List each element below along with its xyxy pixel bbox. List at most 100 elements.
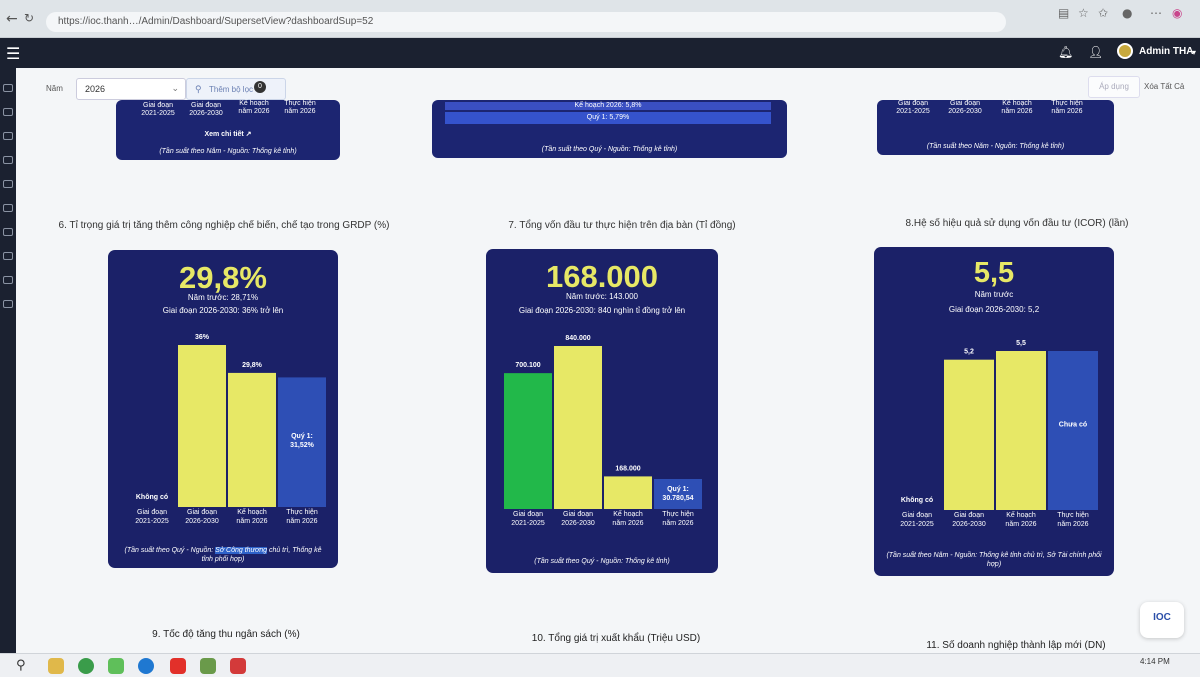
data-label: 29,8% [242, 362, 263, 369]
reader-icon[interactable]: ▤ [1058, 6, 1070, 20]
category-label: Giai đoạn 2026-2030 [948, 100, 982, 115]
category-tick-label: năm 2026 [1005, 521, 1036, 528]
data-label: 700.100 [515, 362, 540, 369]
footnote: (Tần suất theo Quý - Nguồn: Sở Công thươ… [124, 547, 322, 563]
footnote: (Tần suất theo Năm - Nguồn: Thống kê tỉn… [926, 143, 1065, 150]
kpi-card-top-1: Giai đoạn 2021-2025 Giai đoạn 2026-2030 … [116, 100, 340, 160]
category-tick-label: 2026-2030 [952, 521, 986, 528]
bar[interactable] [944, 359, 994, 510]
category-tick-label: năm 2026 [612, 520, 643, 527]
year-label: Năm [46, 84, 63, 93]
taskbar: ⚲ 4:14 PM [0, 653, 1200, 677]
footnote: (Tần suất theo Năm - Nguồn: Thống kê tỉn… [886, 552, 1102, 568]
sidebar-item-keys[interactable] [3, 276, 13, 284]
bar[interactable] [654, 479, 702, 509]
bar[interactable] [996, 351, 1046, 510]
filter-bar: Năm 2026 ⌄ ⚲ Thêm bộ lọc 0 Áp dụng Xóa T… [16, 76, 1200, 102]
kpi-title-9: 9. Tốc độ tăng thu ngân sách (%) [152, 629, 300, 640]
kpi-value: 168.000 [545, 259, 659, 294]
user-name[interactable]: Admin THA [1139, 46, 1194, 57]
clear-all-button[interactable]: Xóa Tất Cả [1144, 82, 1185, 91]
data-label: 840.000 [565, 335, 590, 342]
sidebar [0, 68, 16, 653]
bar[interactable] [504, 373, 552, 509]
quarter-bar: Quý 1: 5,79% [445, 112, 771, 124]
category-tick-label: Giai đoạn [187, 509, 217, 516]
kpi-value: 5,5 [973, 257, 1015, 289]
category-tick-label: Giai đoạn [563, 511, 593, 518]
reload-icon[interactable]: ↻ [24, 11, 35, 25]
add-filter-label: Thêm bộ lọc [209, 85, 254, 94]
back-icon[interactable]: ← [6, 11, 18, 27]
ioc-chat-badge[interactable]: IOC [1140, 602, 1184, 638]
bell-icon[interactable]: 🔔︎ [1058, 45, 1074, 59]
sidebar-item-dashboard[interactable] [3, 84, 13, 92]
user-dropdown-icon[interactable]: ▾ [1192, 48, 1197, 57]
kpi-target: Giai đoạn 2026-2030: 36% trở lên [162, 306, 284, 315]
chrome-icon[interactable] [78, 658, 94, 674]
bar[interactable] [228, 372, 276, 507]
data-label: Chưa có [1059, 422, 1087, 429]
footnote: (Tần suất theo Quý - Nguồn: Thống kê tỉn… [534, 558, 670, 565]
more-icon[interactable]: ⋯ [1150, 6, 1162, 20]
data-label: Quý 1: [291, 433, 313, 440]
edge-icon[interactable] [138, 658, 154, 674]
search-icon[interactable]: ⚲ [16, 658, 26, 673]
bar[interactable] [178, 345, 226, 507]
user-check-icon[interactable]: 👤︎ [1088, 45, 1104, 59]
add-filter-button[interactable]: ⚲ Thêm bộ lọc [186, 78, 286, 100]
category-tick-label: năm 2026 [1057, 521, 1088, 528]
address-bar[interactable]: https://ioc.thanh…/Admin/Dashboard/Super… [46, 12, 1006, 32]
data-label: 168.000 [615, 465, 640, 472]
category-tick-label: Thực hiện [662, 511, 694, 518]
data-label: 31,52% [290, 442, 315, 449]
bar[interactable] [604, 476, 652, 509]
app-icon[interactable] [108, 658, 124, 674]
kpi-target: Giai đoạn 2026-2030: 840 nghìn tỉ đồng t… [518, 306, 686, 315]
copilot-icon[interactable]: ◉ [1172, 6, 1183, 20]
year-select[interactable]: 2026 ⌄ [76, 78, 186, 100]
app-icon[interactable] [230, 658, 246, 674]
bar-chart: 700.100 Giai đoạn 2021-2025 840.000 Giai đoạ… [504, 335, 702, 527]
profile-icon[interactable]: ● [1122, 6, 1133, 20]
category-tick-label: năm 2026 [662, 520, 693, 527]
kpi-card-top-3: Giai đoạn 2021-2025 Giai đoạn 2026-2030 … [877, 100, 1114, 155]
app-icon[interactable] [200, 658, 216, 674]
star-icon[interactable]: ☆ [1078, 6, 1089, 20]
menu-icon[interactable]: ☰ [6, 44, 21, 63]
sidebar-item-data[interactable] [3, 204, 13, 212]
url-text: https://ioc.thanh…/Admin/Dashboard/Super… [58, 16, 374, 27]
apply-button[interactable]: Áp dụng [1088, 76, 1140, 98]
category-label: Kế hoạch năm 2026 [238, 100, 270, 115]
favorites-icon[interactable]: ✩ [1098, 6, 1109, 20]
sidebar-item-calendar[interactable] [3, 180, 13, 188]
kpi-card-7: 168.000 Năm trước: 143.000 Giai đoạn 202… [486, 249, 718, 573]
category-tick-label: 2026-2030 [561, 520, 595, 527]
bar[interactable] [1048, 351, 1098, 510]
file-explorer-icon[interactable] [48, 658, 64, 674]
category-tick-label: Giai đoạn [513, 511, 543, 518]
view-detail-link[interactable]: Xem chi tiết ↗ [204, 131, 252, 138]
sidebar-item-settings[interactable] [3, 252, 13, 260]
kpi-title-7: 7. Tổng vốn đầu tư thực hiện trên địa bà… [508, 220, 736, 231]
sidebar-item-alerts[interactable] [3, 156, 13, 164]
category-label: Giai đoạn 2026-2030 [189, 102, 223, 117]
kpi-title-11: 11. Số doanh nghiệp thành lập mới (DN) [926, 640, 1106, 651]
data-label: Quý 1: [667, 486, 689, 493]
youtube-icon[interactable] [170, 658, 186, 674]
sidebar-item-reports[interactable] [3, 132, 13, 140]
filter-icon: ⚲ [195, 84, 202, 94]
sidebar-item-logout[interactable] [3, 300, 13, 308]
category-tick-label: 2026-2030 [185, 518, 219, 525]
bar[interactable] [554, 346, 602, 509]
category-tick-label: Giai đoạn [902, 512, 932, 519]
clock[interactable]: 4:14 PM [1140, 657, 1170, 666]
sidebar-item-home[interactable] [3, 108, 13, 116]
plan-bar: Kế hoạch 2026: 5,8% [445, 102, 771, 110]
chevron-down-icon: ⌄ [171, 83, 179, 93]
category-label: Thực hiện năm 2026 [1051, 100, 1083, 115]
sidebar-item-map[interactable] [3, 228, 13, 236]
category-tick-label: năm 2026 [236, 518, 267, 525]
avatar[interactable] [1117, 43, 1133, 59]
bar[interactable] [278, 377, 326, 507]
